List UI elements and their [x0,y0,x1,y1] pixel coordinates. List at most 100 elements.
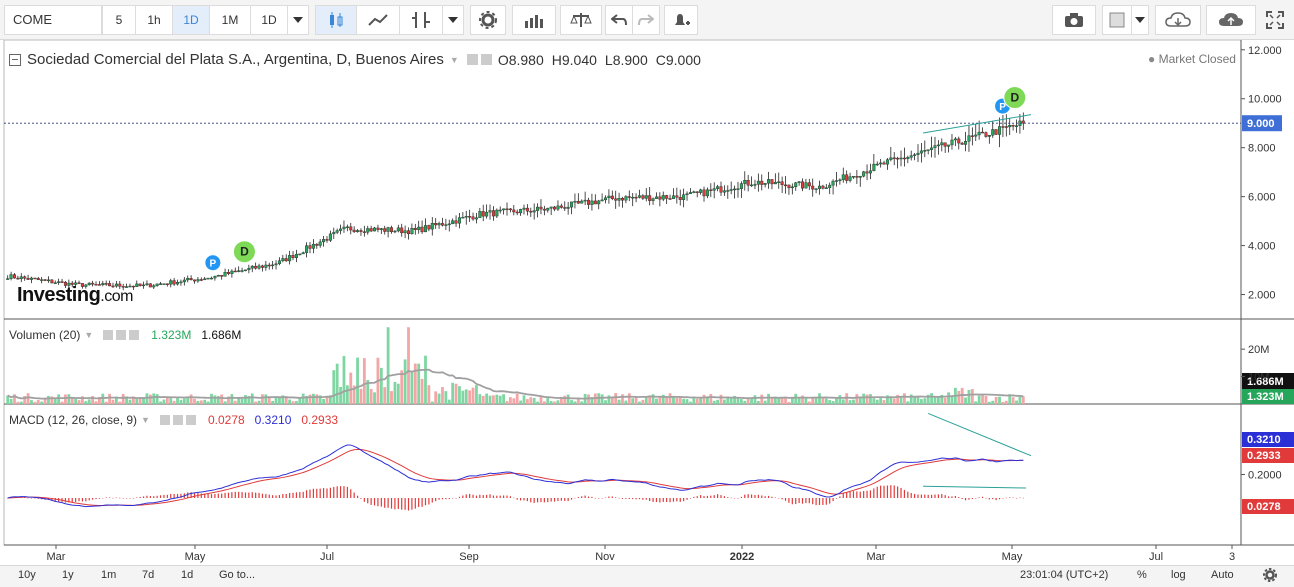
volume-bar [142,398,145,404]
color-dropdown[interactable] [1131,5,1149,35]
candle-body [176,282,180,285]
color-box-button[interactable] [1102,5,1132,35]
interval-1m[interactable]: 1M [209,5,251,35]
volume-bar [366,379,370,404]
camera-icon [1065,13,1083,27]
macd-badge-hist-label: 0.0278 [1247,501,1281,513]
interval-1h[interactable]: 1h [135,5,173,35]
toolbar: COME 5 1h 1D 1M 1D [0,0,1294,40]
candle-body [780,181,784,186]
chart-type-dropdown[interactable] [442,5,464,35]
volume-badge-green [1242,389,1294,404]
macd-close-icon[interactable] [185,415,196,425]
candle-body [240,270,244,272]
settings-button[interactable] [470,5,506,35]
compare-button[interactable] [560,5,602,35]
candle-body [580,200,584,204]
range-1m[interactable]: 1m [101,569,117,581]
macd-hist-bar [533,498,535,503]
candle-body [542,208,546,211]
range-1y[interactable]: 1y [62,569,74,581]
volume-bar [903,393,906,404]
volume-bar [383,387,387,404]
macd-hist-bar [1009,497,1011,498]
volume-close-icon[interactable] [129,330,140,340]
candle-body [709,189,713,192]
volume-settings-icon[interactable] [103,330,114,340]
cloud-download-button[interactable] [1155,5,1201,35]
volume-bar [672,396,675,404]
settings-small-icon[interactable] [466,54,478,65]
range-1d[interactable]: 1d [181,569,194,581]
interval-1d-alt[interactable]: 1D [250,5,288,35]
bars-button[interactable] [512,5,556,35]
macd-hist-bar [458,496,461,498]
range-10y[interactable]: 10y [18,569,36,581]
volume-dropdown-icon[interactable]: ▼ [84,330,94,340]
interval-dropdown[interactable] [287,5,309,35]
gear-small-icon[interactable] [480,54,492,65]
event-marker-p [204,254,222,272]
volume-bar [814,397,818,404]
macd-hist-bar [971,498,973,499]
cloud-upload-button[interactable] [1206,5,1256,35]
macd-tick-label: 0.2000 [1248,470,1282,482]
volume-bar [835,398,838,404]
percent-toggle[interactable]: % [1137,569,1147,581]
auto-toggle[interactable]: Auto [1211,569,1234,581]
screenshot-button[interactable] [1052,5,1096,35]
chart-svg[interactable]: 9.000 1.686M 1.323M 0.3210 0.2933 0.0278 12… [0,39,1294,565]
candles-button[interactable] [315,5,357,35]
volume-bar [393,381,397,404]
macd-gear-icon[interactable] [172,415,183,425]
candle-body [563,207,567,209]
macd-hist-bar [258,492,260,498]
volume-bar [19,401,23,404]
interval-5[interactable]: 5 [102,5,136,35]
volume-bar [678,397,682,404]
alert-button[interactable] [664,5,698,35]
candle-body [461,216,465,219]
candle-body [373,227,377,232]
chart-area[interactable]: 9.000 1.686M 1.323M 0.3210 0.2933 0.0278 12… [0,39,1294,565]
settings-gear-icon[interactable] [1263,568,1277,585]
title-dropdown-icon[interactable]: ▼ [449,54,459,65]
macd-hist-bar [180,493,182,498]
range-7d[interactable]: 7d [142,569,155,581]
candle-body [661,195,665,200]
log-toggle[interactable]: log [1171,569,1186,581]
macd-dropdown-icon[interactable]: ▼ [141,415,150,425]
macd-hist-bar [509,496,512,498]
macd-hist-bar [506,495,508,498]
macd-hist-bar [577,497,579,498]
volume-gear-icon[interactable] [116,330,127,340]
volume-bar [916,396,920,404]
volume-bar [131,396,135,404]
fullscreen-button[interactable] [1260,5,1290,35]
interval-1d[interactable]: 1D [172,5,210,35]
candle-body [712,188,716,191]
line-chart-button[interactable] [356,5,400,35]
candle-body [410,228,414,235]
candle-body [923,150,927,152]
indicators-button[interactable] [399,5,443,35]
undo-button[interactable] [605,5,633,35]
macd-hist-bar [462,495,464,498]
macd-hist-bar [628,498,630,500]
candle-body [505,208,509,211]
volume-bar [892,398,896,404]
volume-bar [9,398,13,404]
macd-hist-bar [570,498,573,500]
volume-bar [587,394,590,404]
macd-hist-bar [683,498,685,502]
candle-body [998,126,1002,135]
redo-button[interactable] [632,5,660,35]
collapse-icon[interactable] [9,53,21,66]
symbol-input[interactable]: COME [4,5,102,35]
candle-body [186,278,190,281]
candle-body [454,220,458,224]
macd-settings-icon[interactable] [159,415,170,425]
candle-body [67,282,71,286]
macd-hist-bar [7,498,9,499]
goto-button[interactable]: Go to... [219,569,256,581]
